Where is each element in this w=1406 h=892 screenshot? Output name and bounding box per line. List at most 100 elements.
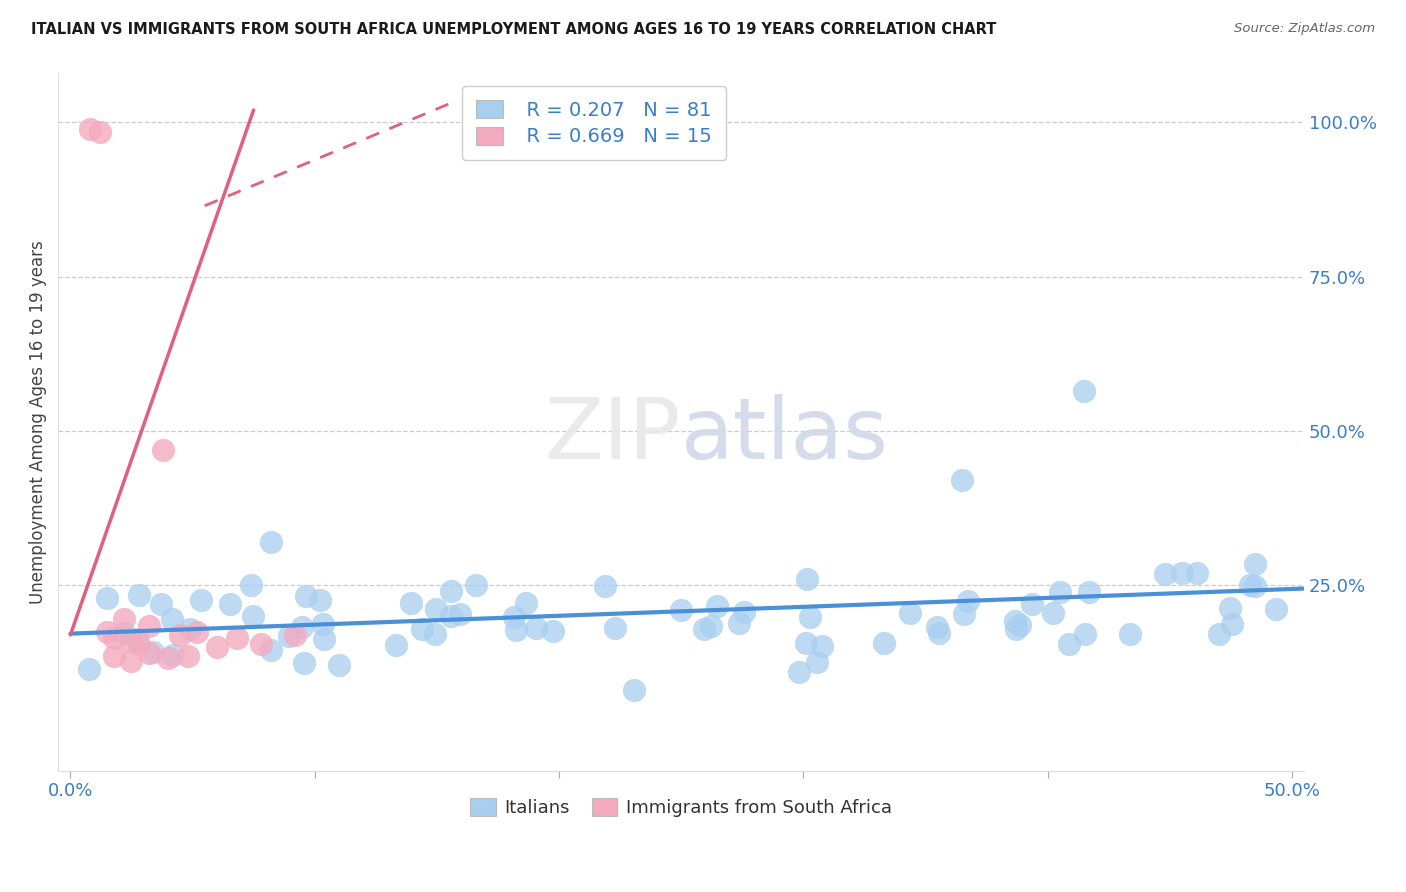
Point <box>260 643 283 657</box>
Point <box>411 622 433 636</box>
Point <box>138 618 160 632</box>
Legend: Italians, Immigrants from South Africa: Italians, Immigrants from South Africa <box>463 791 900 824</box>
Point <box>169 628 191 642</box>
Point <box>142 645 165 659</box>
Point <box>799 610 821 624</box>
Point <box>240 578 263 592</box>
Point <box>1153 566 1175 581</box>
Point <box>284 628 307 642</box>
Point <box>295 590 318 604</box>
Point <box>1005 623 1028 637</box>
Text: atlas: atlas <box>681 394 889 477</box>
Point <box>127 632 149 646</box>
Point <box>593 578 616 592</box>
Point <box>103 649 125 664</box>
Point <box>873 636 896 650</box>
Point <box>1004 614 1026 628</box>
Point <box>112 625 135 640</box>
Point <box>308 593 330 607</box>
Point <box>79 121 101 136</box>
Point <box>1265 602 1288 616</box>
Point <box>1119 626 1142 640</box>
Text: ITALIAN VS IMMIGRANTS FROM SOUTH AFRICA UNEMPLOYMENT AMONG AGES 16 TO 19 YEARS C: ITALIAN VS IMMIGRANTS FROM SOUTH AFRICA … <box>31 22 997 37</box>
Point <box>112 612 135 626</box>
Point <box>77 662 100 676</box>
Point <box>806 655 828 669</box>
Point <box>120 634 142 648</box>
Point <box>898 606 921 620</box>
Point <box>1008 618 1031 632</box>
Point <box>425 602 447 616</box>
Point <box>603 621 626 635</box>
Point <box>128 637 150 651</box>
Point <box>440 608 463 623</box>
Point <box>465 578 488 592</box>
Point <box>700 619 723 633</box>
Point <box>152 442 174 457</box>
Point <box>260 535 283 549</box>
Point <box>176 649 198 664</box>
Point <box>179 622 201 636</box>
Point <box>277 629 299 643</box>
Point <box>205 640 228 655</box>
Point <box>160 612 183 626</box>
Point <box>787 665 810 679</box>
Point <box>138 646 160 660</box>
Point <box>96 624 118 639</box>
Point <box>953 607 976 622</box>
Point <box>103 631 125 645</box>
Point <box>1049 585 1071 599</box>
Point <box>399 596 422 610</box>
Point <box>291 619 314 633</box>
Point <box>128 588 150 602</box>
Text: Source: ZipAtlas.com: Source: ZipAtlas.com <box>1234 22 1375 36</box>
Point <box>150 598 173 612</box>
Point <box>384 638 406 652</box>
Point <box>733 605 755 619</box>
Point <box>1219 601 1241 615</box>
Point <box>1057 637 1080 651</box>
Point <box>328 657 350 672</box>
Point <box>1078 584 1101 599</box>
Point <box>186 624 208 639</box>
Point <box>524 621 547 635</box>
Point <box>706 599 728 613</box>
Point <box>96 591 118 605</box>
Y-axis label: Unemployment Among Ages 16 to 19 years: Unemployment Among Ages 16 to 19 years <box>30 240 46 604</box>
Point <box>671 602 693 616</box>
Point <box>728 615 751 630</box>
Point <box>1187 566 1209 580</box>
Point <box>89 125 111 139</box>
Point <box>541 624 564 638</box>
Point <box>225 631 247 645</box>
Point <box>1074 626 1097 640</box>
Point <box>1239 578 1261 592</box>
Point <box>162 648 184 662</box>
Point <box>190 593 212 607</box>
Point <box>1208 627 1230 641</box>
Text: ZIP: ZIP <box>544 394 681 477</box>
Point <box>1244 579 1267 593</box>
Point <box>927 620 949 634</box>
Point <box>1021 597 1043 611</box>
Point <box>950 474 973 488</box>
Point <box>796 572 818 586</box>
Point <box>423 627 446 641</box>
Point <box>120 654 142 668</box>
Point <box>505 623 527 637</box>
Point <box>312 617 335 632</box>
Point <box>219 598 242 612</box>
Point <box>623 683 645 698</box>
Point <box>312 632 335 646</box>
Point <box>439 584 461 599</box>
Point <box>449 607 471 621</box>
Point <box>242 609 264 624</box>
Point <box>292 657 315 671</box>
Point <box>928 625 950 640</box>
Point <box>1073 384 1095 398</box>
Point <box>250 637 273 651</box>
Point <box>1171 566 1194 580</box>
Point <box>503 609 526 624</box>
Point <box>794 635 817 649</box>
Point <box>1042 607 1064 621</box>
